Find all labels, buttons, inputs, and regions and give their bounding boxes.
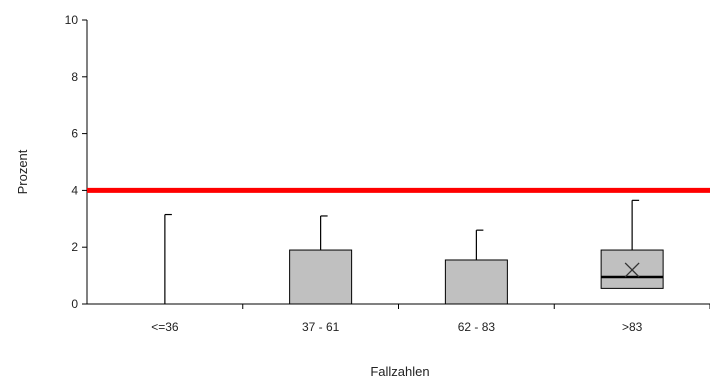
x-tick-label: 62 - 83 xyxy=(458,320,496,334)
box xyxy=(444,259,508,305)
mean-marker xyxy=(624,262,640,278)
y-tick-label: 10 xyxy=(65,13,79,27)
box xyxy=(289,249,353,305)
y-tick-label: 0 xyxy=(71,297,78,311)
y-tick-label: 8 xyxy=(71,70,78,84)
y-tick-label: 2 xyxy=(71,240,78,254)
x-tick-label: <=36 xyxy=(151,320,179,334)
y-tick-label: 6 xyxy=(71,127,78,141)
y-tick-label: 4 xyxy=(71,183,78,197)
axes: 0 2 4 6 8 10 <=36 37 - 61 62 - 83 >83 xyxy=(65,13,710,334)
x-axis-label: Fallzahlen xyxy=(370,364,429,379)
x-tick-label: 37 - 61 xyxy=(302,320,340,334)
boxes xyxy=(164,199,664,305)
y-axis-label: Prozent xyxy=(15,149,30,194)
x-tick-label: >83 xyxy=(622,320,643,334)
